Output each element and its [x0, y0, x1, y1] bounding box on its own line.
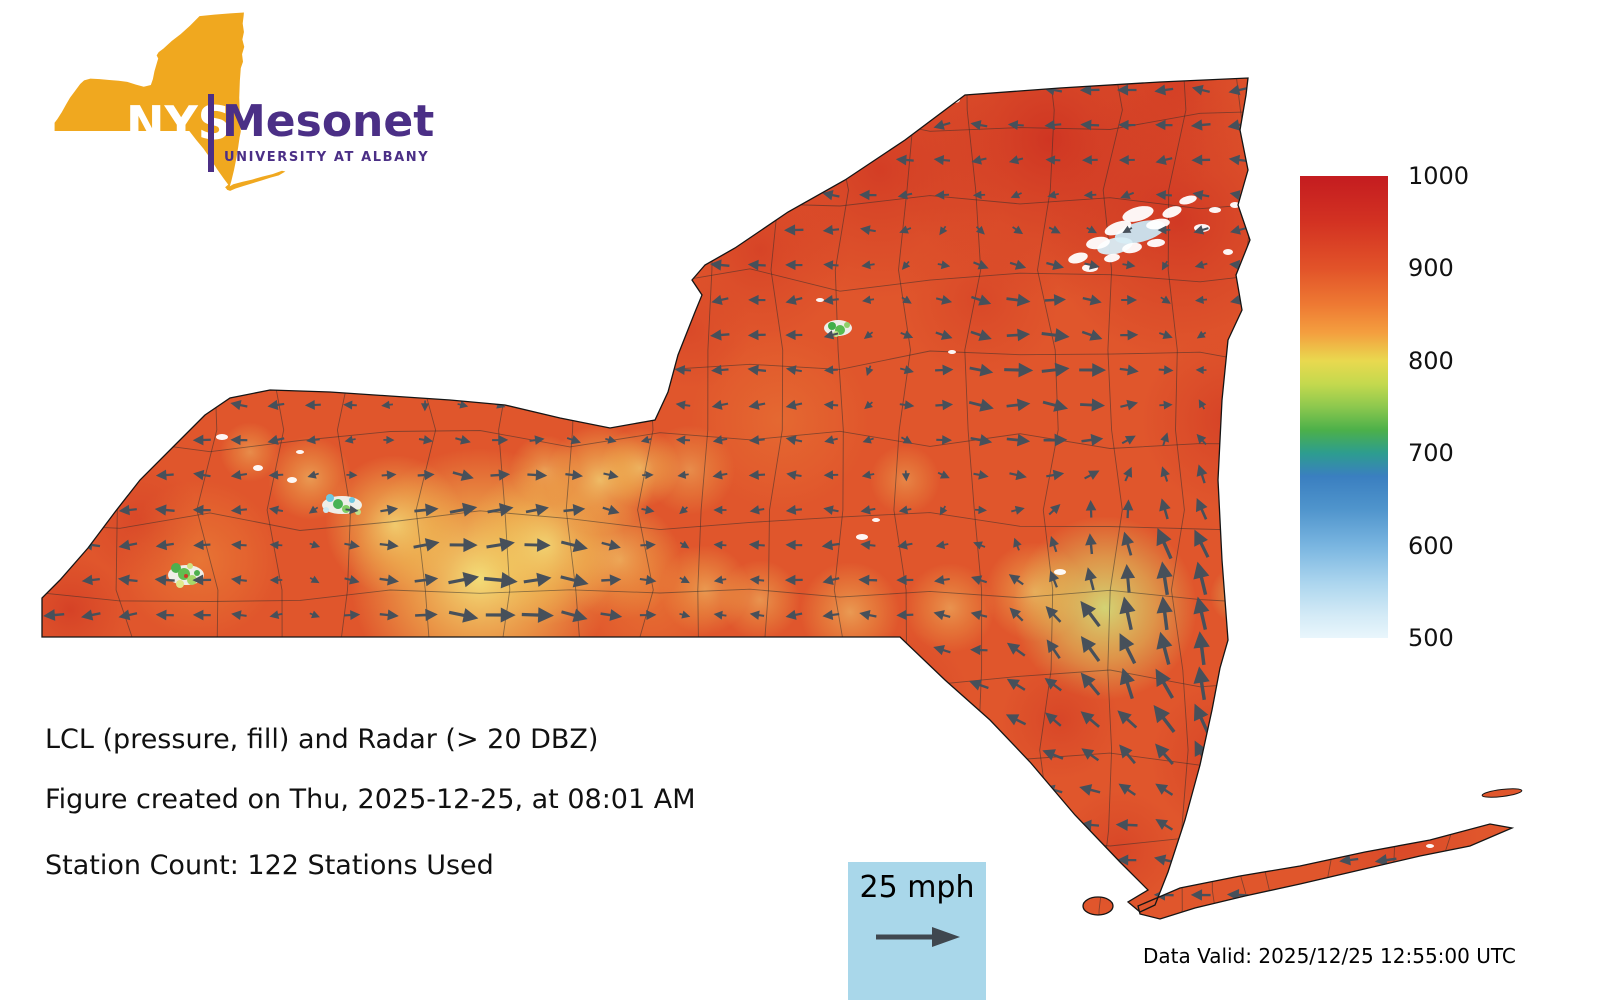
- colorbar: 1000 900 800 700 600 500: [1300, 162, 1520, 652]
- colorbar-tick-label: 600: [1408, 531, 1454, 560]
- wind-speed-label: 25 mph: [859, 870, 975, 905]
- colorbar-tick-label: 1000: [1408, 162, 1470, 190]
- colorbar-tick-label: 900: [1408, 254, 1454, 283]
- station-count-text: Station Count: 122 Stations Used: [45, 850, 494, 881]
- radar-overlay-layer: [168, 97, 1434, 849]
- colorbar-tick-label: 500: [1408, 624, 1454, 652]
- colorbar-tick-label: 700: [1408, 439, 1454, 468]
- data-valid-text: Data Valid: 2025/12/25 12:55:00 UTC: [1143, 944, 1516, 968]
- logo-university-text: UNIVERSITY AT ALBANY: [224, 150, 430, 165]
- wind-arrow-icon: [876, 927, 960, 947]
- small-island: [1481, 788, 1523, 798]
- wind-speed-legend: 25 mph: [848, 862, 986, 1000]
- figure-created-text: Figure created on Thu, 2025-12-25, at 08…: [45, 784, 696, 815]
- figure-title: LCL (pressure, fill) and Radar (> 20 DBZ…: [45, 724, 599, 755]
- logo-divider-bar: [208, 94, 214, 172]
- logo-nys-text: NYS: [126, 96, 231, 150]
- logo-mesonet-text: Mesonet: [222, 96, 435, 147]
- colorbar-tick-label: 800: [1408, 346, 1454, 375]
- colorbar-gradient: [1300, 176, 1388, 638]
